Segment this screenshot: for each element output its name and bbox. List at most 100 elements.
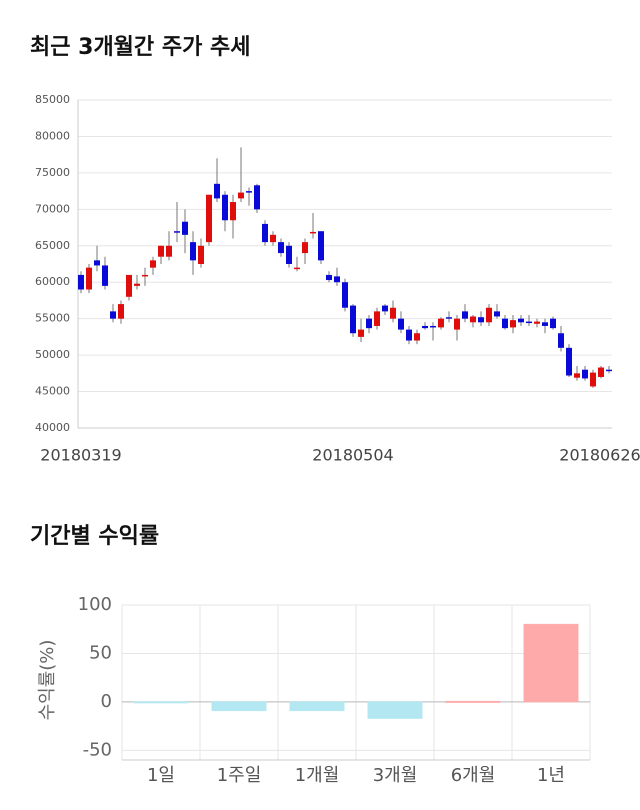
y-axis-label: 수익률(%) — [37, 640, 58, 721]
bar — [289, 701, 345, 712]
candle-body — [542, 322, 548, 326]
candle-body — [430, 325, 436, 328]
candle-body — [294, 267, 300, 270]
x-tick-label: 1주일 — [217, 765, 262, 786]
candle-body — [86, 267, 92, 290]
candle-body — [574, 373, 580, 378]
chart-title: 기간별 수익률 — [30, 524, 159, 549]
candle-body — [566, 347, 572, 376]
candle-body — [326, 274, 332, 281]
y-tick-label: 80000 — [35, 129, 70, 142]
x-tick-label: 20180626 — [559, 446, 640, 465]
candle-body — [390, 307, 396, 319]
candle-body — [462, 311, 468, 319]
candle-body — [134, 283, 140, 286]
x-tick-label: 6개월 — [451, 765, 496, 786]
x-tick-label: 20180319 — [40, 446, 121, 465]
y-tick-label: 45000 — [35, 385, 70, 398]
y-tick-label: -50 — [83, 739, 112, 760]
y-tick-label: 100 — [78, 594, 112, 615]
candle-body — [102, 265, 108, 286]
y-tick-label: 50 — [89, 642, 112, 663]
candle-body — [94, 260, 100, 266]
candle-body — [366, 318, 372, 329]
candle-body — [262, 223, 268, 243]
candle-body — [486, 307, 492, 323]
candle-body — [310, 231, 316, 234]
candle-body — [182, 221, 188, 235]
candle-body — [350, 305, 356, 334]
candle-body — [126, 274, 132, 297]
x-tick-label: 1개월 — [295, 765, 340, 786]
candle-body — [110, 311, 116, 319]
candle-body — [478, 317, 484, 323]
y-tick-label: 40000 — [35, 421, 70, 434]
candle-body — [158, 245, 164, 257]
candle-body — [518, 318, 524, 323]
candle-body — [414, 333, 420, 341]
chart-title: 최근 3개월간 주가 추세 — [30, 35, 250, 60]
candle-body — [534, 321, 540, 324]
candle-body — [78, 274, 84, 290]
candle-body — [254, 185, 260, 210]
bar — [211, 701, 267, 712]
candle-body — [494, 311, 500, 317]
candle-body — [438, 318, 444, 328]
candle-body — [206, 194, 212, 243]
candle-body — [550, 318, 556, 329]
candle-body — [374, 311, 380, 326]
candle-body — [230, 202, 236, 221]
candle-body — [142, 274, 148, 277]
candle-body — [582, 369, 588, 379]
candle-body — [246, 191, 252, 193]
candle-body — [358, 329, 364, 337]
candle-body — [598, 367, 604, 377]
candle-body — [198, 245, 204, 264]
y-tick-label: 50000 — [35, 348, 70, 361]
bar — [133, 701, 189, 704]
candle-body — [558, 333, 564, 348]
candle-body — [270, 234, 276, 243]
candle-body — [454, 318, 460, 330]
y-tick-label: 65000 — [35, 239, 70, 252]
candle-body — [446, 317, 452, 319]
bar — [445, 700, 501, 703]
x-tick-label: 20180504 — [312, 446, 393, 465]
candle-body — [382, 305, 388, 312]
candle-body — [238, 192, 244, 199]
candle-body — [166, 245, 172, 257]
candle-body — [470, 316, 476, 323]
y-tick-label: 85000 — [35, 93, 70, 106]
candle-body — [398, 318, 404, 330]
candle-body — [318, 231, 324, 261]
candle-body — [334, 276, 340, 283]
x-tick-label: 1일 — [147, 765, 175, 786]
y-tick-label: 75000 — [35, 166, 70, 179]
candle-body — [174, 231, 180, 233]
candle-body — [422, 325, 428, 329]
candle-body — [214, 183, 220, 199]
candle-body — [526, 321, 532, 324]
candle-body — [222, 194, 228, 221]
candle-body — [502, 318, 508, 329]
candle-body — [590, 372, 596, 387]
candle-body — [286, 245, 292, 264]
candle-body — [302, 242, 308, 254]
bar — [367, 701, 423, 719]
x-tick-label: 1년 — [537, 765, 565, 786]
candle-body — [342, 282, 348, 308]
y-tick-label: 55000 — [35, 312, 70, 325]
candle-body — [606, 369, 612, 372]
y-tick-label: 60000 — [35, 275, 70, 288]
candle-body — [118, 304, 124, 319]
candle-body — [510, 320, 516, 328]
candle-body — [190, 242, 196, 261]
x-tick-label: 3개월 — [373, 765, 418, 786]
bar — [523, 623, 579, 703]
candle-body — [150, 260, 156, 268]
candle-body — [406, 329, 412, 341]
candle-body — [278, 242, 284, 254]
y-tick-label: 70000 — [35, 202, 70, 215]
y-tick-label: 0 — [101, 691, 112, 712]
